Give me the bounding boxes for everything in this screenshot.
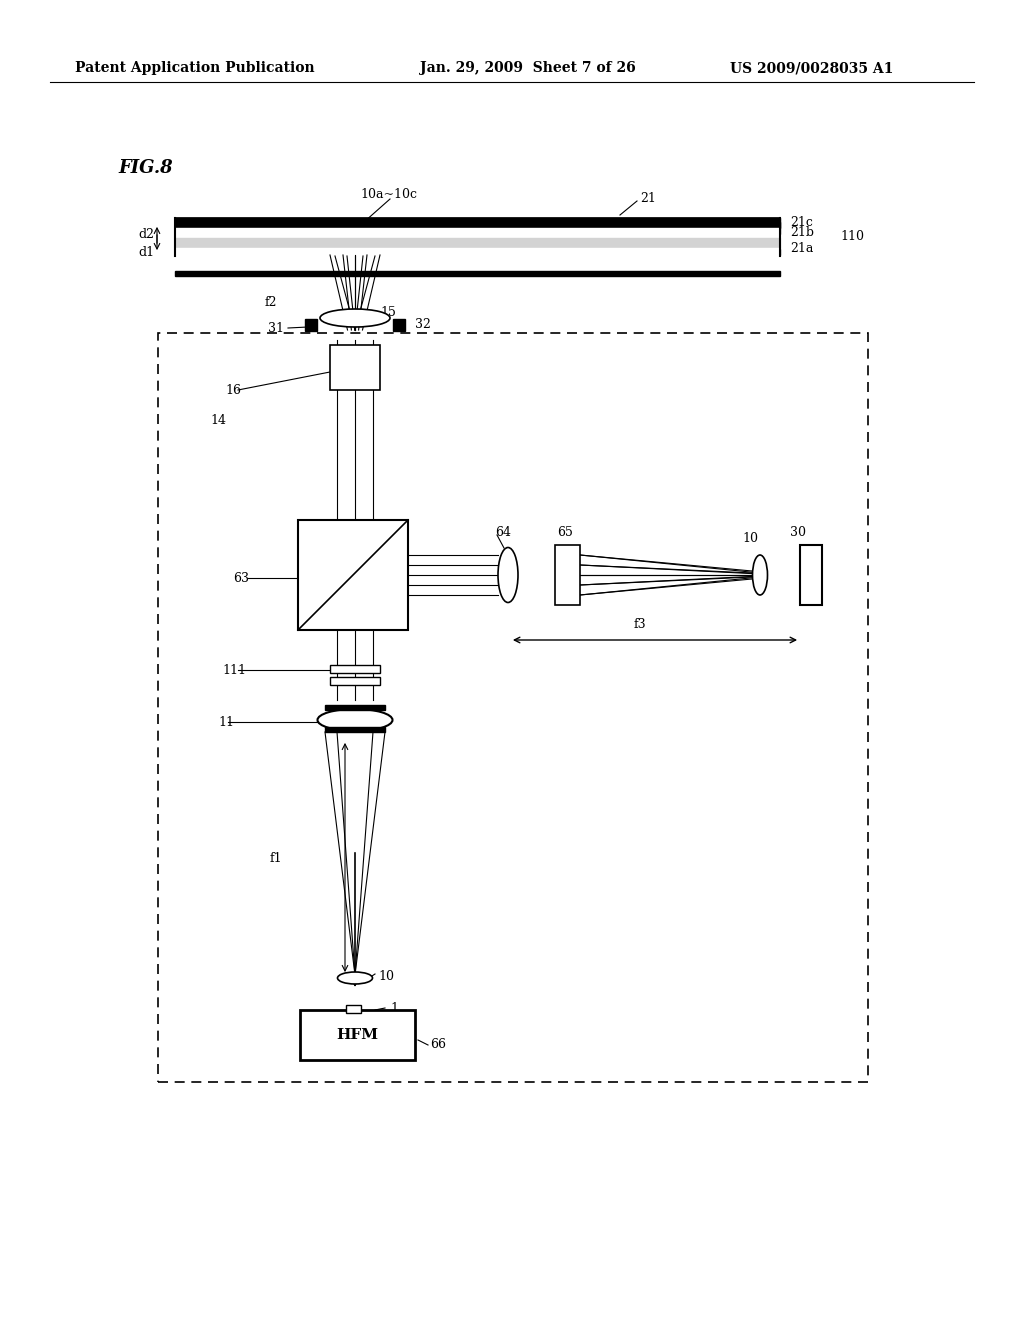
Text: 10a~10c: 10a~10c [360,189,417,202]
Bar [158,333,868,1082]
Text: f2: f2 [265,296,278,309]
Text: 110: 110 [840,231,864,243]
Text: 21a: 21a [790,242,813,255]
Text: d2: d2 [138,228,154,242]
Bar [325,727,385,733]
Bar [175,222,780,234]
Text: d1: d1 [138,246,155,259]
Bar [346,1005,361,1012]
Bar [300,1010,415,1060]
Text: 1: 1 [390,1002,398,1015]
Text: f1: f1 [270,851,283,865]
Text: f3: f3 [634,619,646,631]
Bar [555,545,580,605]
Bar [305,319,317,331]
Text: 63: 63 [233,572,249,585]
Bar [325,705,385,710]
Bar [175,271,780,276]
Text: 65: 65 [557,527,572,540]
Bar [175,249,780,255]
Bar [800,545,822,605]
Text: 14: 14 [210,413,226,426]
Text: 32: 32 [415,318,431,330]
Text: Jan. 29, 2009  Sheet 7 of 26: Jan. 29, 2009 Sheet 7 of 26 [420,61,636,75]
Text: 11: 11 [218,715,234,729]
Bar [393,319,406,331]
Ellipse shape [317,709,392,731]
Text: 21c: 21c [790,215,813,228]
Bar [330,345,380,389]
Text: US 2009/0028035 A1: US 2009/0028035 A1 [730,61,893,75]
Ellipse shape [319,309,390,327]
Text: 21b: 21b [790,227,814,239]
Ellipse shape [338,972,373,983]
Bar [330,677,380,685]
Text: 30: 30 [790,527,806,540]
Ellipse shape [753,554,768,595]
Text: 111: 111 [222,664,246,676]
Text: 15: 15 [380,305,396,318]
Bar [298,520,408,630]
Ellipse shape [498,548,518,602]
Text: FIG.8: FIG.8 [118,158,173,177]
Text: 10: 10 [378,969,394,982]
Text: Patent Application Publication: Patent Application Publication [75,61,314,75]
Bar [330,665,380,673]
Text: 21: 21 [640,191,656,205]
Text: 31: 31 [268,322,284,334]
Text: 64: 64 [495,527,511,540]
Text: HFM: HFM [337,1028,379,1041]
Text: 16: 16 [225,384,241,396]
Text: 10: 10 [742,532,758,544]
Text: 66: 66 [430,1039,446,1052]
